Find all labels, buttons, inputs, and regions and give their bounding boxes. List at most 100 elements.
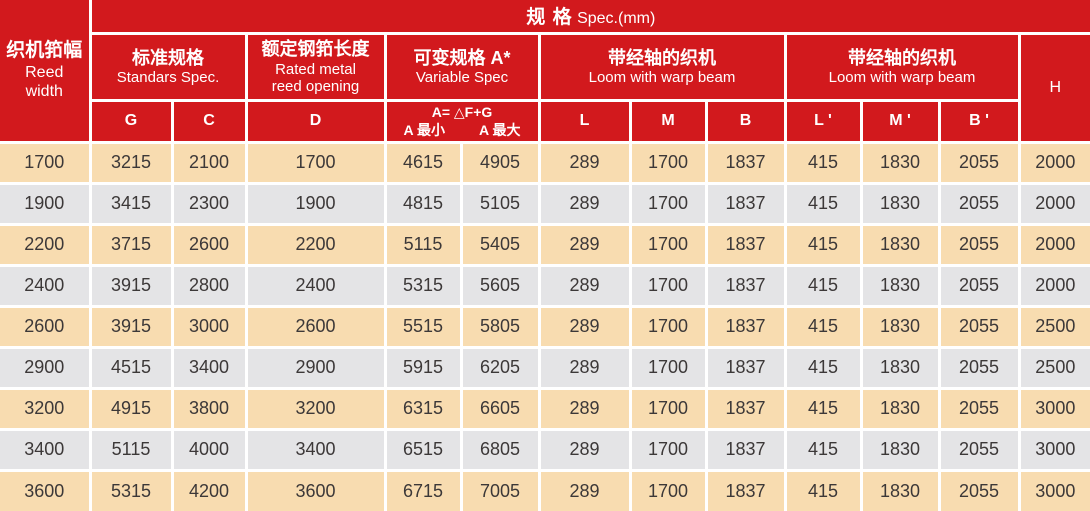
table-cell: 2055 bbox=[937, 468, 1021, 511]
table-cell: 3400 bbox=[244, 427, 387, 472]
table-cell: 2000 bbox=[1017, 181, 1090, 226]
table-cell: 3200 bbox=[244, 386, 387, 431]
reed-width-cell: 1700 bbox=[0, 140, 92, 185]
group-warp-beam-1: 带经轴的织机 Loom with warp beam bbox=[537, 31, 787, 102]
column-b-prime: B ' bbox=[937, 98, 1021, 144]
table-cell: 2400 bbox=[244, 263, 387, 308]
table-cell: 2100 bbox=[170, 140, 248, 185]
variable-formula: A= △F+G bbox=[431, 103, 493, 120]
table-cell: 2300 bbox=[170, 181, 248, 226]
table-cell: 2000 bbox=[1017, 263, 1090, 308]
table-cell: 1700 bbox=[628, 386, 708, 431]
table-row: 2400 3915 2800 2400 5315 5605 289 1700 1837 415 18… bbox=[0, 263, 1090, 308]
table-cell: 1900 bbox=[244, 181, 387, 226]
reed-width-cell: 3600 bbox=[0, 468, 92, 511]
table-cell: 5115 bbox=[88, 427, 174, 472]
variable-min-max: A 最小 A 最大 bbox=[388, 121, 536, 139]
table-cell: 3915 bbox=[88, 304, 174, 349]
reed-width-cell: 2200 bbox=[0, 222, 92, 267]
reed-width-header: 织机筘幅 Reed width bbox=[0, 0, 92, 144]
table-cell: 415 bbox=[783, 263, 863, 308]
table-cell: 289 bbox=[537, 468, 632, 511]
table-cell: 3215 bbox=[88, 140, 174, 185]
table-cell: 1700 bbox=[628, 468, 708, 511]
table-cell: 1837 bbox=[704, 345, 787, 390]
table-cell: 5515 bbox=[383, 304, 463, 349]
table-cell: 415 bbox=[783, 386, 863, 431]
reed-width-label-en2: width bbox=[25, 83, 63, 101]
variable-min-label: A 最小 bbox=[403, 122, 445, 138]
table-cell: 2800 bbox=[170, 263, 248, 308]
table-cell: 289 bbox=[537, 140, 632, 185]
header-row-columns: G C D A= △F+G A 最小 A 最大 L M B L ' M ' B … bbox=[0, 98, 1090, 144]
table-cell: 4200 bbox=[170, 468, 248, 511]
table-cell: 1837 bbox=[704, 386, 787, 431]
variable-max-label: A 最大 bbox=[479, 122, 521, 138]
table-cell: 6605 bbox=[459, 386, 541, 431]
spec-title-en: Spec.(mm) bbox=[577, 10, 656, 28]
table-cell: 1830 bbox=[859, 468, 941, 511]
table-cell: 1830 bbox=[859, 263, 941, 308]
reed-width-cell: 2600 bbox=[0, 304, 92, 349]
table-row: 2200 3715 2600 2200 5115 5405 289 1700 1837 415 18… bbox=[0, 222, 1090, 267]
table-cell: 289 bbox=[537, 427, 632, 472]
table-cell: 2055 bbox=[937, 345, 1021, 390]
table-cell: 1830 bbox=[859, 386, 941, 431]
column-c: C bbox=[170, 98, 248, 144]
table-cell: 6515 bbox=[383, 427, 463, 472]
table-cell: 4915 bbox=[88, 386, 174, 431]
table-cell: 1837 bbox=[704, 468, 787, 511]
table-cell: 2055 bbox=[937, 263, 1021, 308]
reed-width-label-en1: Reed bbox=[25, 63, 64, 81]
table-cell: 1830 bbox=[859, 427, 941, 472]
header-row-title: 织机筘幅 Reed width 规 格 Spec.(mm) bbox=[0, 0, 1090, 144]
table-cell: 5315 bbox=[88, 468, 174, 511]
table-row: 3200 4915 3800 3200 6315 6605 289 1700 1837 415 18… bbox=[0, 386, 1090, 431]
table-cell: 415 bbox=[783, 181, 863, 226]
table-cell: 2055 bbox=[937, 140, 1021, 185]
group-standard-spec: 标准规格 Standars Spec. bbox=[88, 31, 248, 102]
table-row: 2600 3915 3000 2600 5515 5805 289 1700 1837 415 18… bbox=[0, 304, 1090, 349]
table-cell: 1837 bbox=[704, 427, 787, 472]
table-cell: 1837 bbox=[704, 181, 787, 226]
group-warp-beam-1-zh: 带经轴的织机 bbox=[608, 47, 716, 68]
table-cell: 5115 bbox=[383, 222, 463, 267]
table-cell: 4815 bbox=[383, 181, 463, 226]
table-cell: 415 bbox=[783, 468, 863, 511]
group-warp-beam-1-en: Loom with warp beam bbox=[588, 69, 736, 87]
table-row: 3400 5115 4000 3400 6515 6805 289 1700 1837 415 18… bbox=[0, 427, 1090, 472]
group-variable-zh: 可变规格 A* bbox=[413, 47, 511, 68]
table-cell: 3400 bbox=[170, 345, 248, 390]
table-cell: 289 bbox=[537, 386, 632, 431]
header-row-groups: 标准规格 Standars Spec. 额定钢筘长度 Rated metal r… bbox=[0, 31, 1090, 144]
group-warp-beam-2-en: Loom with warp beam bbox=[828, 69, 976, 87]
table-cell: 2055 bbox=[937, 386, 1021, 431]
table-cell: 6805 bbox=[459, 427, 541, 472]
table-cell: 3000 bbox=[170, 304, 248, 349]
table-cell: 415 bbox=[783, 304, 863, 349]
group-rated-zh: 额定钢筘长度 bbox=[261, 39, 370, 59]
table-cell: 1700 bbox=[628, 427, 708, 472]
column-m-prime: M ' bbox=[859, 98, 941, 144]
table-row: 2900 4515 3400 2900 5915 6205 289 1700 1837 415 18… bbox=[0, 345, 1090, 390]
table-cell: 1837 bbox=[704, 263, 787, 308]
group-warp-beam-2: 带经轴的织机 Loom with warp beam bbox=[783, 31, 1021, 102]
table-cell: 3600 bbox=[244, 468, 387, 511]
table-cell: 5605 bbox=[459, 263, 541, 308]
group-warp-beam-2-zh: 带经轴的织机 bbox=[848, 47, 956, 68]
table-cell: 3415 bbox=[88, 181, 174, 226]
table-cell: 415 bbox=[783, 222, 863, 267]
table-cell: 289 bbox=[537, 181, 632, 226]
table-cell: 3000 bbox=[1017, 468, 1090, 511]
table-cell: 2900 bbox=[244, 345, 387, 390]
table-cell: 289 bbox=[537, 263, 632, 308]
table-cell: 1837 bbox=[704, 304, 787, 349]
column-l: L bbox=[537, 98, 632, 144]
group-rated-en1: Rated metal bbox=[275, 60, 356, 78]
reed-width-cell: 3400 bbox=[0, 427, 92, 472]
column-g: G bbox=[88, 98, 174, 144]
table-cell: 3000 bbox=[1017, 386, 1090, 431]
table-cell: 6715 bbox=[383, 468, 463, 511]
table-cell: 1830 bbox=[859, 222, 941, 267]
table-cell: 2055 bbox=[937, 427, 1021, 472]
